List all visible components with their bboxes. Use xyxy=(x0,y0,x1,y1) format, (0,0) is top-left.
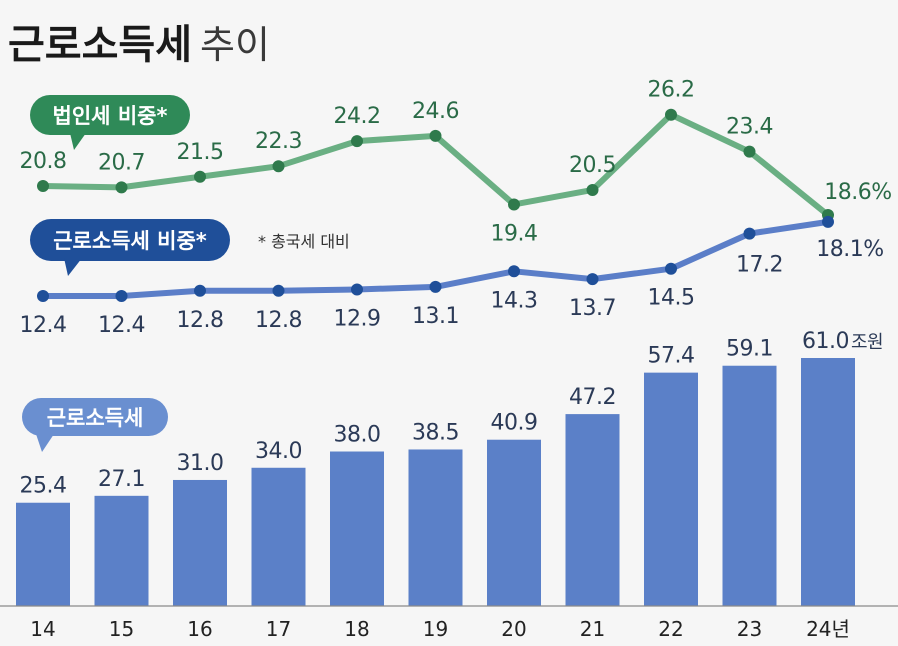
corporate-tax-share-value-label: 26.2 xyxy=(648,78,695,103)
income-tax-share-value-label: 12.4 xyxy=(98,313,145,338)
income-tax-bar xyxy=(722,365,777,606)
income-tax-share-point xyxy=(743,227,756,240)
income-tax-bar-label: 57.4 xyxy=(648,344,695,369)
income-tax-label: 근로소득세 xyxy=(47,406,144,430)
income-tax-share-value-label: 12.9 xyxy=(334,307,381,332)
income-tax-share-point xyxy=(115,290,128,302)
income-tax-bar-label: 38.0 xyxy=(334,423,381,448)
income-tax-share-value-label: 14.3 xyxy=(491,288,538,313)
corporate-tax-share-point xyxy=(429,129,442,142)
x-tick-label: 14 xyxy=(30,617,55,641)
x-tick-label: 23 xyxy=(737,617,762,641)
x-tick-label: 17 xyxy=(266,617,291,641)
chart-subtitle: 추이 xyxy=(200,25,270,67)
labels-layer: 25.4 27.1 31.0 34.0 38.0 38.5 40.9 47.2 57.4 59.1… xyxy=(20,78,893,641)
income-tax-bar xyxy=(173,479,227,606)
income-tax-bar xyxy=(801,358,855,606)
corporate-tax-share-value-label: 20.8 xyxy=(20,149,67,174)
x-tick-label: 16 xyxy=(187,617,212,641)
income-tax-share-pill-tail xyxy=(64,258,82,276)
income-tax-share-value-label: 17.2 xyxy=(736,253,783,278)
corporate-tax-share-legend: 법인세 비중* xyxy=(30,95,190,150)
income-tax-share-point xyxy=(272,284,285,297)
corporate-tax-share-point xyxy=(37,180,49,192)
corporate-tax-share-value-label: 22.3 xyxy=(255,129,302,154)
income-tax-bar xyxy=(408,449,463,606)
income-tax-legend: 근로소득세 xyxy=(22,398,168,452)
x-tick-label: 24년 xyxy=(806,617,850,641)
x-tick-label: 20 xyxy=(501,617,526,641)
income-tax-pill xyxy=(22,398,168,436)
corporate-tax-share-value-label: 18.6% xyxy=(824,180,891,205)
corporate-tax-share-point xyxy=(272,160,285,173)
income-tax-share-value-label: 13.7 xyxy=(569,296,616,321)
income-tax-share-value-label: 12.8 xyxy=(255,308,302,333)
x-tick-label: 21 xyxy=(580,617,605,641)
corporate-tax-share-value-label: 20.7 xyxy=(98,150,145,175)
income-tax-bar xyxy=(487,439,541,606)
corporate-tax-share-value-label: 21.5 xyxy=(177,140,224,165)
income-tax-share-point xyxy=(508,265,520,278)
income-tax-share-value-label: 18.1% xyxy=(816,237,883,262)
income-tax-bar-label: 31.0 xyxy=(177,451,224,476)
income-tax-bar-label: 47.2 xyxy=(569,385,616,410)
corporate-tax-share-value-label: 20.5 xyxy=(569,153,616,178)
income-tax-bar xyxy=(94,495,149,606)
income-tax-bar-label: 38.5 xyxy=(412,420,459,445)
corporate-tax-share-pill-tail xyxy=(70,133,86,150)
income-tax-share-value-label: 13.1 xyxy=(412,304,459,329)
income-tax-bar xyxy=(644,372,698,606)
income-tax-share-label: 근로소득세 비중* xyxy=(53,229,207,253)
income-tax-share-pill xyxy=(30,219,230,261)
income-tax-bar xyxy=(251,467,306,606)
income-tax-bar-label: 34.0 xyxy=(255,439,302,464)
income-tax-share-point xyxy=(665,262,677,275)
unit-label: 조원 xyxy=(851,332,883,353)
income-tax-share-point xyxy=(822,215,834,228)
corporate-tax-share-point xyxy=(586,183,599,196)
x-tick-label: 15 xyxy=(109,617,134,641)
income-tax-share-legend: 근로소득세 비중* * 총국세 대비 xyxy=(30,219,350,276)
income-tax-bar-label: 40.9 xyxy=(491,411,538,436)
income-tax-share-point xyxy=(37,290,49,302)
income-tax-share-point xyxy=(194,284,206,297)
corporate-tax-share-label: 법인세 비중* xyxy=(53,104,168,128)
income-tax-share-point xyxy=(429,280,442,293)
corporate-tax-share-point xyxy=(743,145,756,158)
corporate-tax-share-point xyxy=(194,170,206,183)
income-tax-bar xyxy=(565,414,620,606)
corporate-tax-share-point xyxy=(665,108,677,121)
income-tax-bar-label: 59.1 xyxy=(726,337,773,362)
corporate-tax-share-value-label: 19.4 xyxy=(491,221,538,246)
income-tax-bar-label: 27.1 xyxy=(98,467,145,492)
footnote: * 총국세 대비 xyxy=(258,232,350,251)
corporate-tax-share-value-label: 24.2 xyxy=(334,104,381,129)
income-tax-bar-label: 61.0 조원 xyxy=(802,329,883,354)
corporate-tax-share-point xyxy=(508,198,520,211)
income-tax-pill-tail xyxy=(36,434,54,452)
income-tax-share-value-label: 12.4 xyxy=(20,313,67,338)
x-tick-label: 18 xyxy=(344,617,369,641)
corporate-tax-share-value-label: 23.4 xyxy=(726,115,773,140)
x-tick-label: 19 xyxy=(423,617,448,641)
corporate-tax-share-pill xyxy=(30,95,190,135)
lines-layer xyxy=(37,108,834,302)
chart-title: 근로소득세 xyxy=(8,23,192,67)
x-tick-label: 22 xyxy=(658,617,683,641)
income-tax-share-point xyxy=(586,273,599,286)
corporate-tax-share-point xyxy=(115,181,128,194)
income-tax-bar xyxy=(16,502,70,606)
income-tax-share-value-label: 14.5 xyxy=(648,286,695,311)
corporate-tax-share-point xyxy=(351,135,363,148)
income-tax-bar xyxy=(330,451,384,606)
income-tax-share-value-label: 12.8 xyxy=(177,308,224,333)
income-tax-share-point xyxy=(351,283,363,296)
corporate-tax-share-value-label: 24.6 xyxy=(412,99,459,124)
income-tax-bar-label: 25.4 xyxy=(20,474,67,499)
bars-layer xyxy=(0,358,898,607)
